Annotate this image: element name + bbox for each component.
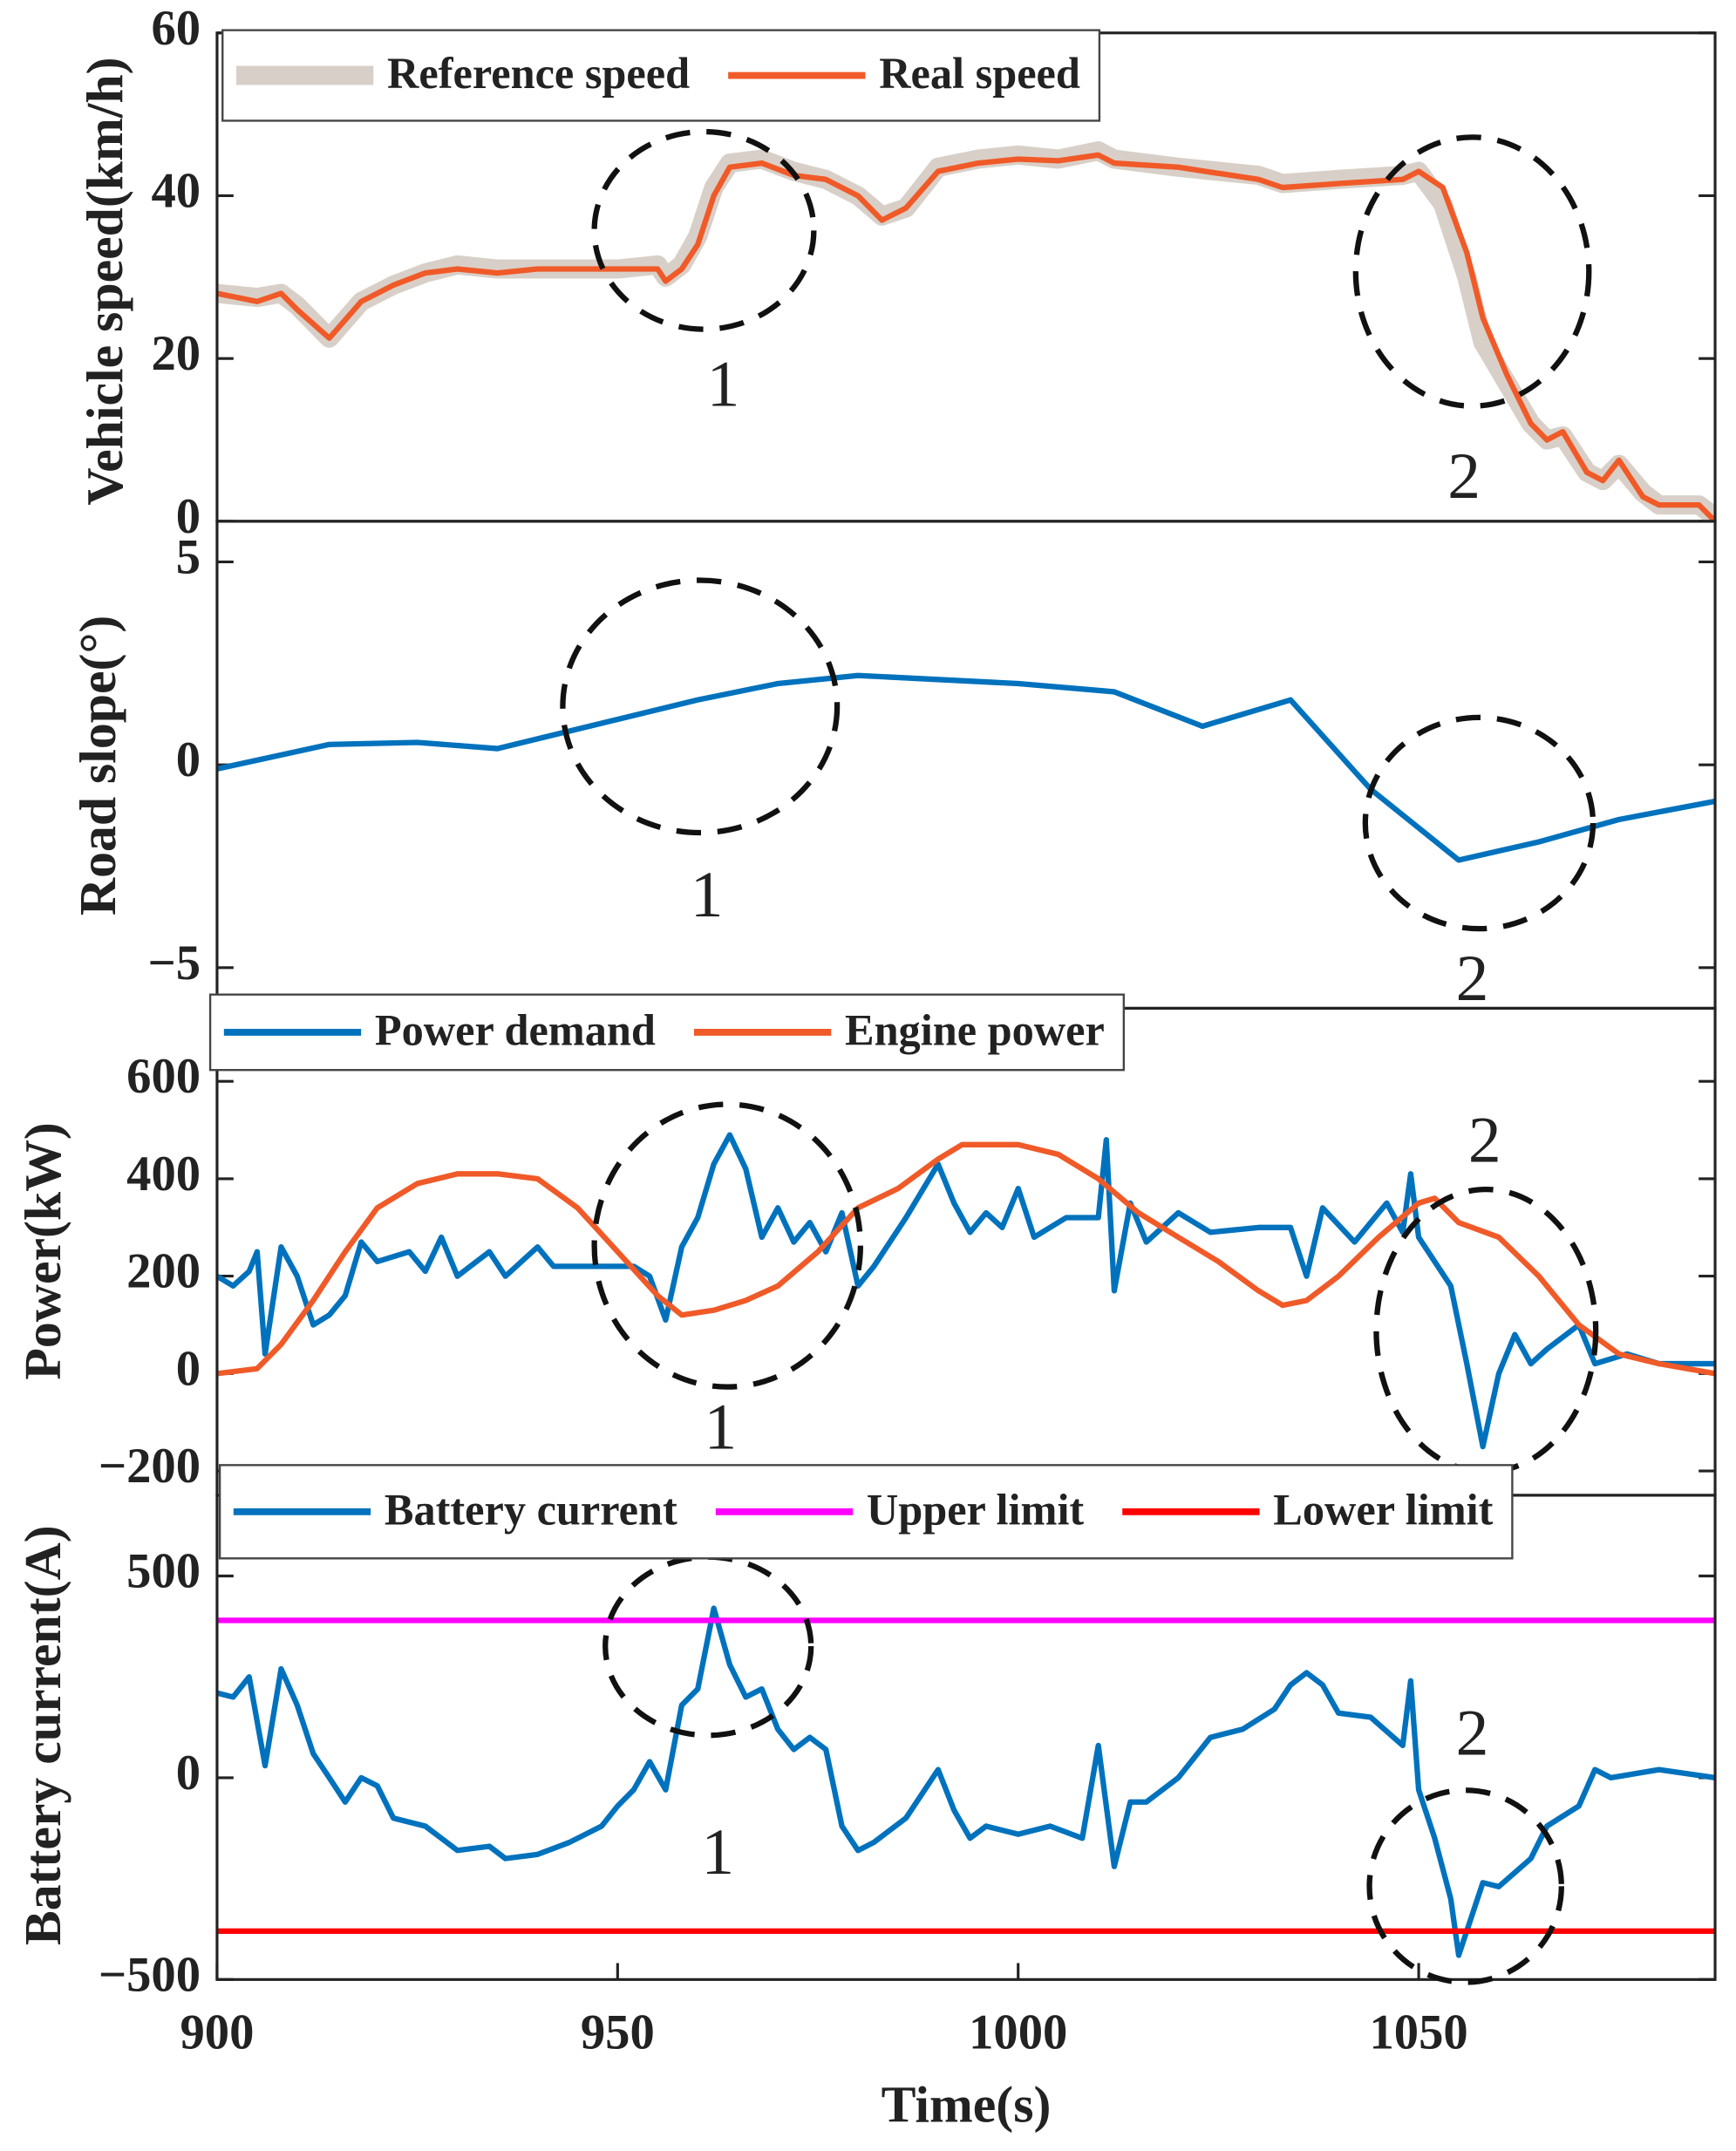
legend-label: Upper limit [867, 1486, 1085, 1535]
legend-label: Reference speed [387, 49, 690, 98]
annotation: 2 [1447, 440, 1481, 513]
annotation: 1 [707, 349, 740, 421]
series-line [216, 1605, 1716, 1958]
x-axis-label: Time(s) [882, 2076, 1052, 2134]
y-tick-label: 20 [151, 327, 201, 381]
legend-label: Battery current [385, 1486, 677, 1535]
y-tick-label: 0 [176, 490, 201, 544]
panel: −200 0 200 400 600 Power(kW) 1 2 Power demand Eng… [14, 993, 1717, 1497]
y-axis-label: Vehicle speed(km/h) [76, 57, 133, 505]
annotation: 2 [1456, 1697, 1489, 1769]
annotation: 1 [691, 859, 724, 931]
panel: 0 20 40 60 Vehicle speed(km/h) 1 2 Reference sp… [76, 2, 1717, 544]
highlight-circle [1352, 134, 1592, 409]
panel: −5 0 5 Road slope(°) 1 2 [69, 520, 1717, 1015]
y-tick-label: −5 [147, 936, 201, 990]
y-tick-label: −200 [99, 1440, 201, 1494]
highlight-circle [1362, 714, 1596, 932]
y-tick-label: 600 [126, 1050, 201, 1104]
highlight-circle [1366, 1787, 1564, 1985]
y-tick-label: 200 [126, 1245, 201, 1299]
legend-label: Power demand [375, 1006, 656, 1055]
annotation: 1 [701, 1816, 734, 1889]
legend-label: Engine power [845, 1006, 1105, 1055]
series-line [216, 152, 1716, 521]
x-tick-label: 1000 [969, 2005, 1067, 2059]
annotation: 1 [704, 1391, 737, 1463]
y-tick-label: 500 [126, 1545, 201, 1599]
series-line [216, 672, 1716, 863]
annotation: 2 [1456, 943, 1489, 1015]
highlight-circle [560, 577, 841, 836]
y-tick-label: 400 [126, 1147, 201, 1201]
series-line [216, 1132, 1716, 1450]
legend-label: Real speed [879, 49, 1080, 98]
x-tick-label: 950 [581, 2005, 655, 2059]
y-tick-label: 0 [176, 733, 201, 787]
axes-frame [215, 1494, 1717, 1981]
y-tick-label: 5 [176, 530, 201, 584]
y-tick-label: −500 [99, 1948, 201, 2002]
y-axis-label: Road slope(°) [69, 616, 126, 916]
series-line [216, 1141, 1716, 1377]
y-tick-label: 0 [176, 1342, 201, 1396]
y-tick-label: 0 [176, 1746, 201, 1800]
y-tick-label: 60 [151, 2, 201, 56]
x-tick-label: 1050 [1369, 2005, 1467, 2059]
panel: −500 0 500 900 950 1000 1050 Battery current(A)… [14, 1464, 1717, 2134]
y-axis-label: Battery current(A) [14, 1525, 71, 1945]
axes-frame [215, 520, 1717, 1010]
highlight-circle [591, 1101, 863, 1390]
y-tick-label: 40 [151, 164, 201, 218]
x-tick-label: 900 [180, 2005, 254, 2059]
legend-box [218, 1464, 1514, 1560]
legend-box [208, 993, 1126, 1072]
highlight-circle [591, 128, 817, 332]
legend-label: Lower limit [1273, 1486, 1493, 1535]
highlight-circle [1373, 1186, 1599, 1475]
y-axis-label: Power(kW) [14, 1122, 71, 1379]
annotation: 2 [1468, 1105, 1501, 1177]
